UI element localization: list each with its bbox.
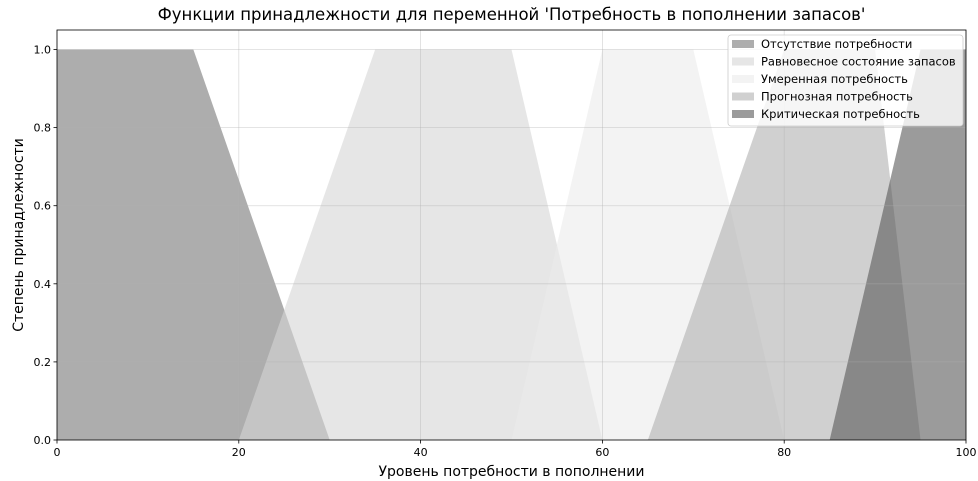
x-tick-label: 40 — [414, 446, 428, 459]
y-tick-label: 0.0 — [34, 434, 52, 447]
x-tick-label: 0 — [54, 446, 61, 459]
x-tick-label: 100 — [956, 446, 977, 459]
x-tick-label: 60 — [595, 446, 609, 459]
legend-swatch — [732, 110, 754, 118]
legend-item-moderate: Умеренная потребность — [732, 72, 908, 86]
legend-item-forecast: Прогнозная потребность — [732, 90, 913, 104]
legend-swatch — [732, 40, 754, 48]
x-axis-label: Уровень потребности в пополнении — [378, 464, 644, 480]
legend-item-critical: Критическая потребность — [732, 107, 920, 121]
legend-swatch — [732, 75, 754, 83]
y-tick-label: 0.8 — [34, 122, 52, 135]
y-axis-label: Степень принадлежности — [11, 138, 27, 332]
plot-areas — [57, 49, 966, 441]
y-tick-label: 0.2 — [34, 356, 52, 369]
y-tick-label: 0.6 — [34, 200, 52, 213]
legend-label: Отсутствие потребности — [761, 37, 912, 51]
legend-label: Критическая потребность — [761, 107, 920, 121]
series-area-no-need — [57, 49, 330, 441]
y-axis-ticks: 0.0 0.2 0.4 0.6 0.8 1.0 — [34, 44, 57, 447]
legend-label: Прогнозная потребность — [761, 90, 913, 104]
x-axis-ticks: 0 20 40 60 80 100 — [54, 440, 977, 459]
y-tick-label: 0.4 — [34, 278, 52, 291]
series-area-forecast — [647, 49, 921, 441]
legend-item-no-need: Отсутствие потребности — [732, 37, 912, 51]
legend-label: Умеренная потребность — [761, 72, 908, 86]
axes-frame — [56, 29, 967, 441]
x-tick-label: 20 — [232, 446, 246, 459]
x-tick-label: 80 — [777, 446, 791, 459]
legend-swatch — [732, 92, 754, 101]
legend-frame — [727, 34, 964, 127]
y-tick-label: 1.0 — [34, 44, 52, 57]
chart-title: Функции принадлежности для переменной 'П… — [158, 5, 866, 24]
legend-label: Равновесное состояние запасов — [761, 55, 956, 69]
series-area-equilibrium — [238, 49, 603, 441]
legend: Отсутствие потребности Равновесное состоя… — [727, 34, 964, 127]
series-area-critical — [829, 49, 966, 441]
legend-item-equilibrium: Равновесное состояние запасов — [732, 55, 956, 69]
legend-swatch — [732, 57, 754, 66]
